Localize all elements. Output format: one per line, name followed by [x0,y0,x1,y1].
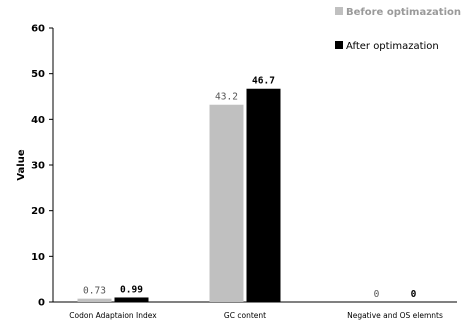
y-tick-label: 20 [31,206,45,217]
data-label: 0 [374,289,380,300]
data-label: 0.73 [83,286,106,297]
legend-swatch [335,7,343,15]
y-tick-label: 40 [31,115,45,126]
y-tick-label: 30 [31,161,45,172]
category-label: Codon Adaptaion Index [69,311,157,320]
data-labels: 0.73 0.99 43.2 46.7 0 0 [83,76,417,300]
legend-label: Before optimazation [346,7,461,18]
category-label: GC content [224,311,266,320]
legend-label: After optimazation [346,41,439,52]
data-label: 43.2 [215,92,238,103]
legend: Before optimazation After optimazation [335,7,461,52]
category-label: Negative and OS elemnts [347,311,443,320]
y-tick-label: 0 [38,298,45,309]
bars [77,88,281,302]
y-axis-ticks: 0 10 20 30 40 50 60 [31,24,53,309]
legend-swatch [335,41,343,49]
y-tick-label: 60 [31,24,45,35]
data-label: 46.7 [252,76,275,87]
category-labels: Codon Adaptaion Index GC content Negative … [69,311,443,320]
bar-after [114,297,149,302]
bar-after [246,88,281,302]
data-label: 0 [411,289,417,300]
y-tick-label: 50 [31,69,45,80]
data-label: 0.99 [120,284,143,295]
bar-before [209,104,244,302]
bar-before [77,298,112,302]
y-tick-label: 10 [31,252,45,263]
y-axis-label: Value [16,149,27,180]
